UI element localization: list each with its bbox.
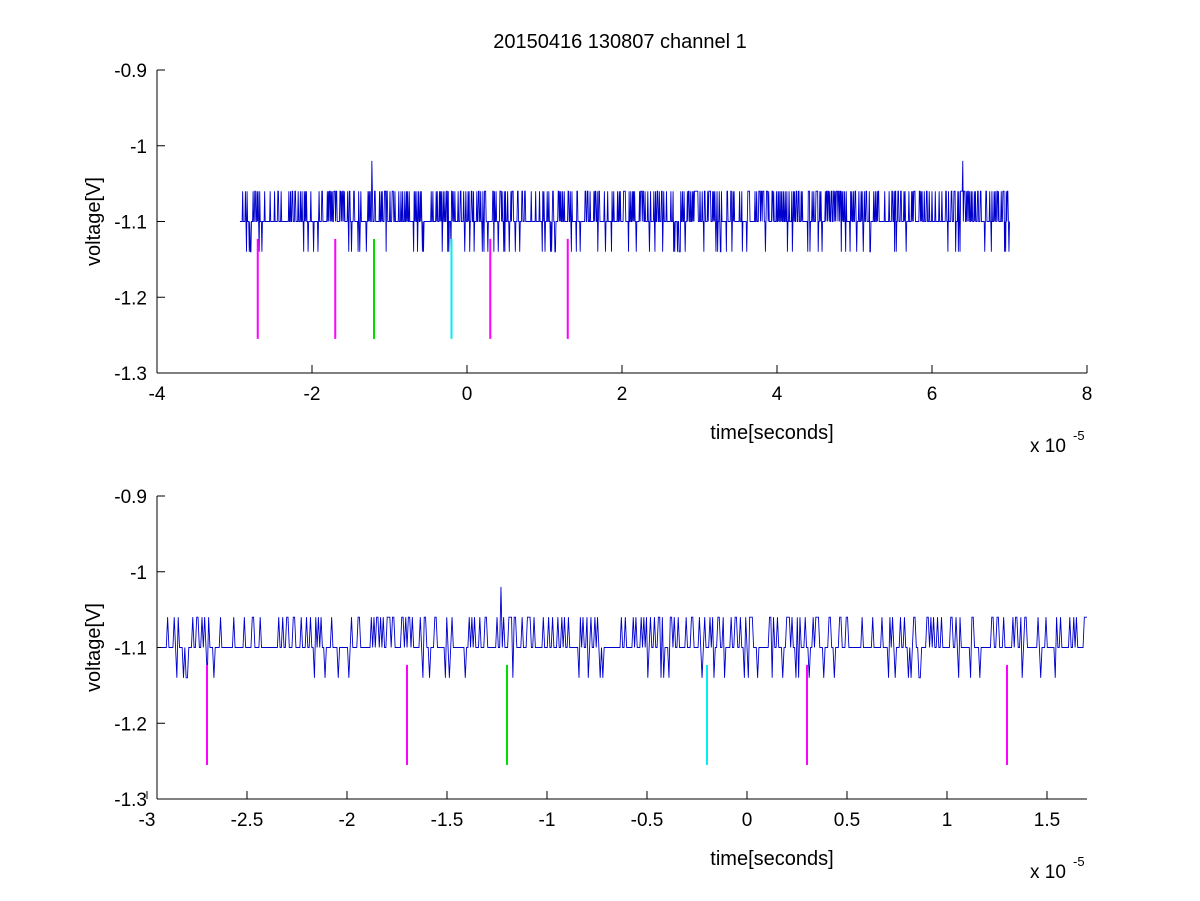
y-tick-label: -1.3 bbox=[114, 790, 147, 811]
x-tick-label: 0 bbox=[742, 810, 753, 831]
x-tick-label: 1.5 bbox=[1034, 810, 1060, 831]
x-tick-label: 0 bbox=[462, 384, 473, 405]
x-exponent-label: x 10 bbox=[1030, 436, 1066, 457]
y-tick-label: -1.2 bbox=[114, 288, 147, 309]
x-exponent-value: -5 bbox=[1073, 428, 1085, 443]
x-tick-label: -2 bbox=[339, 810, 356, 831]
y-tick-label: -0.9 bbox=[114, 487, 147, 508]
x-exponent-label: x 10 bbox=[1030, 862, 1066, 883]
top-plot: -4 -2 0 2 4 6 8 -0.9 -1 -1.1 -1.2 -1.3 time[seconds]… bbox=[83, 61, 1092, 457]
x-tick-label: 8 bbox=[1082, 384, 1093, 405]
x-tick-label: -2.5 bbox=[231, 810, 264, 831]
y-tick-label: -0.9 bbox=[114, 61, 147, 82]
signal-trace bbox=[161, 586, 1087, 679]
chart-title: 20150416 130807 channel 1 bbox=[493, 31, 747, 53]
x-tick-label: 6 bbox=[927, 384, 938, 405]
bottom-plot: -3 -2.5 -2 -1.5 -1 -0.5 0 0.5 1 1.5 -0.9 -1 -1.1 -1.2… bbox=[83, 487, 1087, 883]
x-tick-label: -4 bbox=[149, 384, 166, 405]
y-tick-label: -1.2 bbox=[114, 714, 147, 735]
x-tick-label: 4 bbox=[772, 384, 783, 405]
x-tick-label: -0.5 bbox=[631, 810, 664, 831]
x-tick-label: 2 bbox=[617, 384, 628, 405]
y-tick-label: -1 bbox=[130, 563, 147, 584]
x-tick-label: -1.5 bbox=[431, 810, 464, 831]
x-tick-label: -3 bbox=[139, 810, 156, 831]
x-axis-label: time[seconds] bbox=[710, 422, 833, 444]
x-tick-label: -2 bbox=[304, 384, 321, 405]
y-tick-label: -1.1 bbox=[114, 639, 147, 660]
y-axis-label: voltage[V] bbox=[83, 177, 105, 266]
x-tick-label: -1 bbox=[539, 810, 556, 831]
y-tick-label: -1.1 bbox=[114, 213, 147, 234]
x-exponent-value: -5 bbox=[1073, 854, 1085, 869]
x-tick-label: 0.5 bbox=[834, 810, 860, 831]
y-tick-label: -1.3 bbox=[114, 364, 147, 385]
x-tick-label: 1 bbox=[942, 810, 953, 831]
x-axis-label: time[seconds] bbox=[710, 848, 833, 870]
y-axis-label: voltage[V] bbox=[83, 603, 105, 692]
signal-trace bbox=[239, 160, 1010, 253]
y-tick-label: -1 bbox=[130, 137, 147, 158]
